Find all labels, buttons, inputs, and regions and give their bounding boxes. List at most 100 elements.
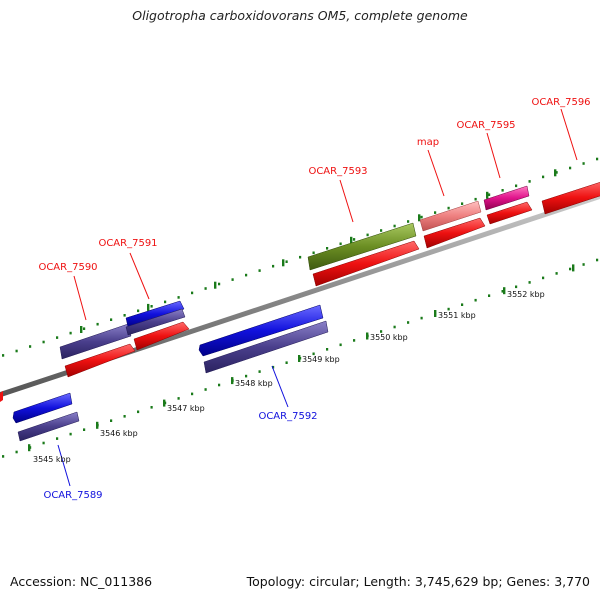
minor-tick	[447, 307, 450, 311]
gene-ocar-7591-blue[interactable]	[125, 300, 185, 328]
minor-tick	[434, 211, 437, 214]
gene-ocar-7590-red[interactable]	[64, 343, 136, 378]
minor-tick	[501, 290, 504, 293]
minor-tick	[407, 321, 410, 324]
offscreen-gene-marker	[0, 391, 3, 402]
leader-map	[427, 149, 445, 197]
leader-ocar-7593	[339, 179, 354, 223]
major-tick	[434, 310, 437, 317]
minor-tick	[501, 189, 504, 192]
minor-tick	[110, 318, 113, 321]
minor-tick	[258, 269, 261, 272]
minor-tick	[83, 327, 86, 330]
minor-tick	[245, 374, 248, 378]
minor-tick	[528, 281, 531, 284]
minor-tick	[164, 300, 167, 304]
leader-ocar-7592	[271, 365, 289, 408]
label-ocar-7589[interactable]: OCAR_7589	[43, 490, 102, 501]
leader-ocar-7595	[486, 132, 501, 179]
minor-tick	[569, 166, 572, 170]
label-ocar-7593[interactable]: OCAR_7593	[308, 166, 367, 177]
label-map[interactable]: map	[417, 137, 439, 148]
minor-tick	[42, 441, 45, 445]
gene-ocar-7595-red[interactable]	[486, 201, 533, 225]
kbp-scale-labels: 3545 kbp 3546 kbp 3547 kbp 3548 kbp 3549…	[33, 290, 545, 464]
minor-tick	[150, 305, 153, 308]
gene-ocar-7590-cds[interactable]	[59, 323, 132, 360]
minor-tick	[420, 215, 423, 219]
major-tick	[486, 191, 489, 199]
minor-tick	[231, 278, 234, 281]
gene-ocar-7593-olive[interactable]	[307, 222, 417, 271]
map-title: Oligotropha carboxidovorans OM5, complet…	[132, 8, 468, 23]
minor-tick	[393, 325, 396, 329]
gene-ocar-7592-cds[interactable]	[203, 320, 329, 374]
kbp-label: 3546 kbp	[100, 429, 138, 438]
minor-tick	[380, 229, 383, 232]
label-ocar-7590[interactable]: OCAR_7590	[38, 262, 97, 273]
major-tick	[282, 259, 285, 267]
leader-ocar-7591	[129, 252, 150, 300]
gene-ocar-7589-cds[interactable]	[17, 411, 80, 442]
minor-tick	[312, 352, 315, 356]
minor-tick	[326, 247, 329, 250]
kbp-label: 3549 kbp	[302, 355, 340, 364]
minor-tick	[555, 171, 558, 174]
label-ocar-7596[interactable]: OCAR_7596	[531, 97, 590, 108]
minor-tick	[380, 330, 383, 333]
label-ocar-7592[interactable]: OCAR_7592	[258, 411, 317, 422]
kbp-label: 3551 kbp	[438, 311, 476, 320]
minor-tick	[528, 180, 531, 183]
minor-tick	[177, 397, 180, 400]
minor-tick	[218, 383, 221, 387]
gene-ocar-7595-magenta[interactable]	[483, 185, 530, 211]
minor-tick	[191, 392, 194, 396]
minor-tick	[488, 294, 491, 297]
major-tick	[231, 377, 234, 385]
minor-tick	[96, 322, 99, 326]
leader-ocar-7590	[73, 275, 87, 321]
minor-tick	[582, 162, 585, 165]
major-tick	[147, 303, 150, 311]
major-tick	[503, 287, 506, 295]
minor-tick	[420, 316, 423, 320]
minor-tick	[515, 184, 518, 188]
leader-ocar-7589	[57, 444, 71, 487]
minor-tick	[542, 276, 545, 280]
gene-ocar-7591-red[interactable]	[133, 321, 190, 351]
gene-ocar-7596-red[interactable]	[541, 181, 600, 215]
minor-tick	[474, 298, 477, 302]
minor-tick	[326, 348, 329, 351]
minor-tick	[204, 287, 207, 290]
minor-tick	[137, 309, 140, 313]
minor-tick	[569, 267, 572, 271]
minor-tick	[285, 260, 288, 263]
minor-tick	[353, 238, 356, 241]
minor-tick	[312, 251, 315, 255]
gene-ocar-7589-blue[interactable]	[12, 392, 73, 424]
minor-tick	[366, 233, 369, 237]
label-ocar-7591[interactable]: OCAR_7591	[98, 238, 157, 249]
minor-tick	[123, 415, 126, 418]
minor-tick	[555, 272, 558, 275]
minor-tick	[596, 258, 599, 262]
label-ocar-7595[interactable]: OCAR_7595	[456, 120, 515, 131]
gene-ocar-7592-blue[interactable]	[198, 304, 324, 357]
gene-map-red[interactable]	[423, 217, 486, 249]
gene-ocar-7593-red[interactable]	[312, 240, 420, 287]
minor-tick	[461, 303, 464, 306]
minor-tick	[447, 206, 450, 210]
accession-text: Accession: NC_011386	[10, 574, 153, 589]
minor-tick	[339, 242, 342, 246]
minor-tick	[461, 202, 464, 205]
minor-tick	[123, 314, 126, 317]
gene-map-salmon[interactable]	[419, 200, 482, 232]
minor-tick	[299, 255, 302, 259]
kbp-label: 3552 kbp	[507, 290, 545, 299]
kbp-label: 3547 kbp	[167, 404, 205, 413]
minor-tick	[150, 406, 153, 409]
topology-summary: Topology: circular; Length: 3,745,629 bp…	[246, 574, 590, 589]
major-tick	[163, 399, 166, 407]
gene-ocar-7591-cds[interactable]	[125, 308, 186, 336]
